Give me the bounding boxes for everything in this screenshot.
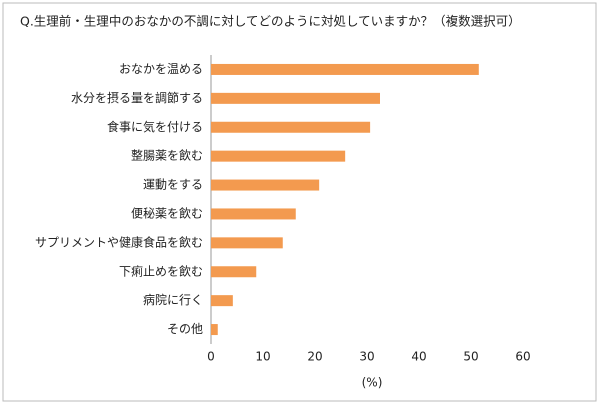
- y-tick-label: 運動をする: [143, 178, 203, 192]
- bar: [211, 92, 380, 104]
- bar: [211, 237, 283, 249]
- y-tick-label: 下痢止めを飲む: [119, 263, 203, 278]
- x-tick-label: 10: [255, 350, 270, 364]
- y-tick-label: その他: [167, 322, 203, 336]
- x-tick-label: 40: [411, 350, 426, 364]
- bar: [211, 266, 257, 278]
- bar: [211, 121, 371, 133]
- bar: [211, 150, 346, 162]
- chart-title: Q.生理前・生理中のおなかの不調に対してどのように対処していますか？（複数選択可…: [20, 14, 521, 29]
- bar: [211, 208, 296, 220]
- y-tick-label: 整腸薬を飲む: [131, 148, 203, 163]
- x-tick-label: 20: [307, 350, 322, 364]
- bar: [211, 63, 479, 75]
- frame: [2, 2, 597, 402]
- bar: [211, 179, 320, 191]
- bar: [211, 324, 218, 336]
- y-tick-label: サプリメントや健康食品を飲む: [35, 234, 203, 249]
- x-tick-label: 30: [359, 350, 374, 364]
- y-tick-label: 病院に行く: [143, 292, 203, 307]
- x-tick-label: 0: [207, 350, 215, 364]
- x-tick-label: 60: [515, 350, 530, 364]
- y-tick-label: 便秘薬を飲む: [131, 205, 203, 220]
- y-tick-label: 食事に気を付ける: [107, 119, 203, 134]
- y-tick-label: おなかを温める: [119, 62, 203, 76]
- bar: [211, 295, 233, 307]
- x-axis-label: (%): [362, 376, 383, 390]
- y-tick-label: 水分を摂る量を調節する: [71, 90, 203, 105]
- x-tick-label: 50: [463, 350, 478, 364]
